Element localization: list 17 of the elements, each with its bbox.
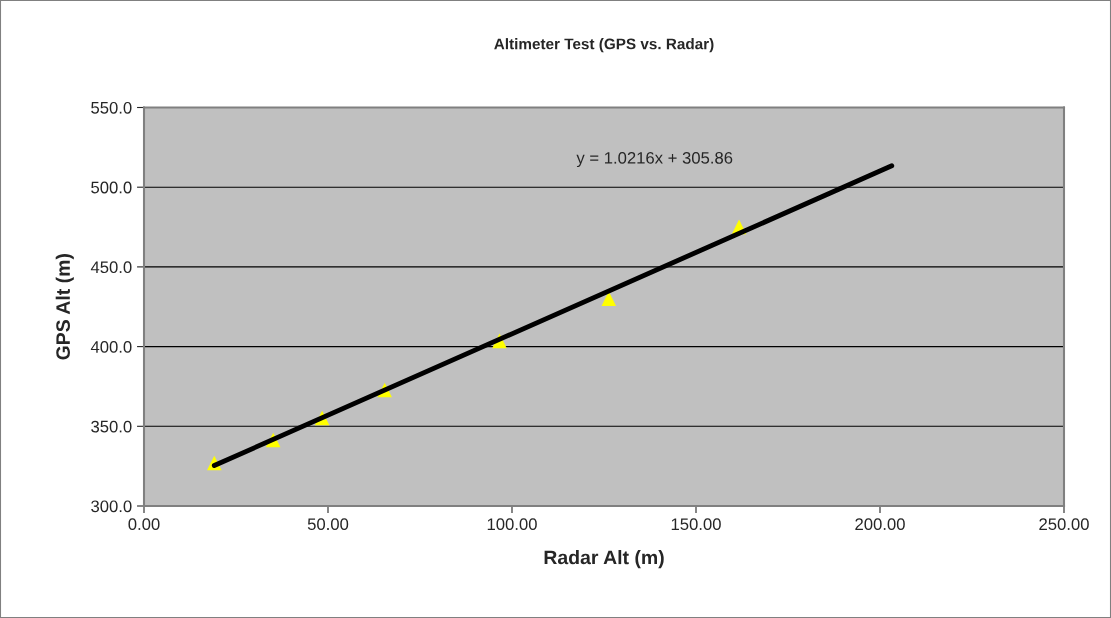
x-tick-label: 250.00 — [1039, 518, 1089, 531]
y-tick-label: 450.0 — [90, 261, 132, 274]
x-tick-label: 150.00 — [671, 518, 721, 531]
y-tick-label: 400.0 — [90, 341, 132, 353]
y-tick-label: 550.0 — [91, 101, 132, 114]
x-tick-label: 100.00 — [487, 518, 537, 531]
x-tick-label: 200.00 — [855, 518, 905, 531]
y-axis-title: GPS Alt (m) — [55, 254, 74, 360]
chart-title: Altimeter Test (GPS vs. Radar) — [494, 38, 714, 53]
y-tick-label: 500.0 — [91, 181, 132, 194]
y-tick-label: 300.0 — [91, 500, 132, 513]
x-tick-label: 50.00 — [307, 518, 349, 531]
x-tick-label: 0.00 — [128, 518, 160, 531]
point — [601, 291, 617, 307]
y-tick-label: 350.0 — [91, 420, 132, 433]
x-axis-title: Radar Alt (m) — [544, 550, 664, 569]
annotation: y = 1.0216x + 305.86 — [576, 151, 733, 168]
